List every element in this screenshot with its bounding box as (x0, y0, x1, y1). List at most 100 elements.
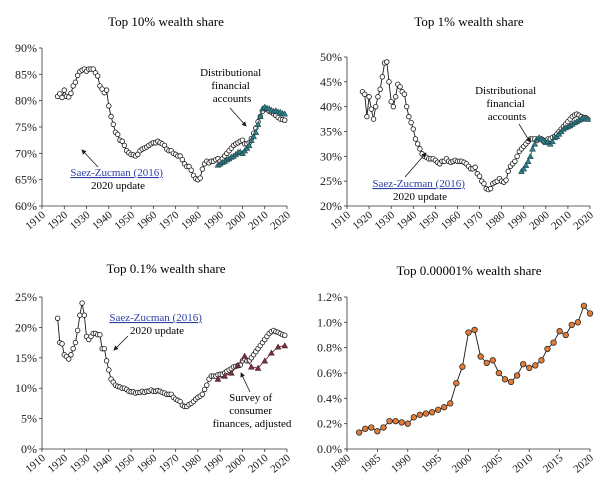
chart-title: Top 0.1% wealth share (107, 261, 226, 276)
data-point (481, 180, 487, 187)
data-point (505, 168, 511, 174)
x-tick-label: 1985 (359, 452, 384, 476)
x-tick-label: 1980 (179, 452, 204, 476)
x-tick-label: 1990 (202, 452, 227, 476)
annotation-dfa: Distributional financial accounts (200, 67, 264, 105)
data-point (281, 342, 289, 349)
data-point (282, 332, 288, 339)
y-tick-label: 65% (15, 173, 37, 187)
data-point (520, 165, 528, 172)
data-point (568, 321, 575, 329)
data-point (527, 152, 534, 159)
y-tick-label: 35% (320, 125, 342, 139)
data-point (364, 113, 370, 120)
data-point (386, 79, 392, 85)
annotation-dfa: Distributional financial accounts (475, 85, 539, 123)
data-point (204, 382, 210, 388)
data-point (70, 345, 76, 352)
data-point (72, 79, 79, 85)
data-point (507, 378, 515, 386)
data-point (401, 91, 408, 97)
data-point (422, 410, 430, 417)
x-tick-label: 1960 (135, 209, 160, 233)
series-line (362, 61, 589, 191)
data-point (574, 319, 581, 326)
series-line (358, 304, 591, 433)
data-point (386, 417, 393, 425)
panel-top-00001: Top 0.00001% wealth share 0.0% 0.2% 0.4% 0.… (317, 263, 596, 475)
x-tick-label: 1990 (389, 452, 414, 476)
x-tick-label: 1930 (68, 209, 93, 233)
data-point (59, 94, 65, 101)
data-point (428, 409, 436, 416)
data-point (410, 126, 416, 132)
data-point (115, 131, 121, 138)
x-tick-label: 2000 (527, 209, 552, 233)
data-point (412, 136, 419, 142)
data-point (97, 331, 103, 338)
annotation-arrow (240, 372, 251, 393)
data-point (392, 94, 399, 100)
data-point (390, 103, 397, 110)
data-point (556, 328, 563, 335)
data-point (562, 331, 569, 339)
data-point (392, 417, 399, 425)
data-point (356, 429, 363, 436)
data-point (501, 376, 509, 383)
data-point (503, 177, 509, 183)
x-tick-label: 2015 (541, 452, 566, 476)
y-tick-label: 25% (15, 290, 37, 304)
chart-title: Top 0.00001% wealth share (397, 263, 542, 278)
x-tick-label: 1990 (202, 209, 227, 233)
data-point (74, 327, 81, 334)
data-point (119, 138, 125, 144)
data-point (489, 357, 496, 364)
data-point (584, 115, 592, 122)
x-tick-label: 2020 (571, 209, 596, 233)
data-point (121, 142, 128, 149)
y-tick-label: 80% (15, 94, 37, 108)
data-point (197, 175, 203, 181)
series-line (217, 345, 285, 380)
x-tick-label: 2000 (450, 452, 475, 476)
y-tick-label: 5% (21, 412, 37, 426)
y-tick-label: 50% (320, 50, 342, 64)
data-point (531, 140, 539, 147)
plot-area: 20%25%30%35%40%45%50%1910192019301940195… (320, 50, 596, 232)
data-point (61, 87, 67, 93)
data-point (108, 113, 114, 120)
data-point (268, 349, 275, 356)
data-point (81, 312, 88, 318)
data-point (416, 411, 424, 418)
data-point (252, 128, 260, 135)
x-tick-label: 2000 (224, 209, 249, 233)
x-tick-label: 1980 (179, 209, 204, 233)
data-point (397, 84, 403, 90)
data-point (471, 326, 478, 334)
data-point (199, 166, 206, 172)
y-tick-label: 25% (320, 174, 342, 188)
y-tick-label: 75% (15, 120, 37, 134)
x-tick-label: 1920 (46, 209, 71, 233)
data-point (453, 379, 460, 387)
y-tick-label: 0.2% (317, 417, 342, 431)
annotation-saez-zucman: Saez-Zucman (2016) 2020 update (70, 167, 165, 192)
x-tick-label: 1950 (417, 209, 442, 233)
y-tick-label: 0.6% (317, 366, 342, 380)
panel-top-10: Top 10% wealth share 60% 65% 70% 75% 80% 85% 9… (15, 14, 293, 232)
x-tick-label: 1920 (350, 209, 375, 233)
x-tick-label: 1980 (483, 209, 508, 233)
data-point (366, 94, 372, 100)
x-tick-label: 1930 (373, 209, 398, 233)
data-point (472, 164, 478, 170)
data-point (77, 312, 83, 318)
data-point (522, 161, 530, 168)
data-point (403, 103, 410, 110)
data-point (529, 145, 536, 152)
data-point (512, 158, 518, 164)
annotation-arrow (404, 152, 427, 178)
data-point (250, 133, 257, 140)
x-tick-label: 1960 (135, 452, 160, 476)
y-tick-label: 0.4% (317, 391, 342, 405)
data-point (103, 87, 110, 93)
